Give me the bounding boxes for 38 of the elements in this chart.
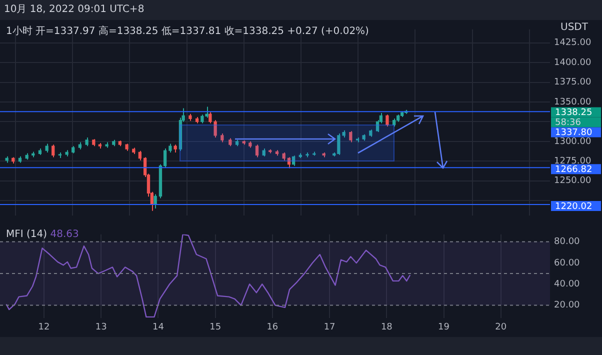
candlestick	[386, 114, 389, 127]
chart-subtitle: 1小时 开=1337.97 高=1338.25 低=1337.81 收=1338.25 +0.27 (+0.02%)	[6, 24, 369, 38]
y-tick-label: 1375.00	[554, 78, 592, 88]
x-tick-label: 12	[38, 322, 50, 333]
ref-line-label: 1220.02	[555, 202, 592, 212]
series-label: MFI (14)	[6, 229, 48, 240]
y-tick-label: 20.00	[554, 300, 580, 311]
candlestick	[292, 155, 296, 166]
y-tick-label: 60.00	[554, 258, 580, 268]
x-tick-label: 16	[266, 322, 278, 333]
candlestick	[349, 130, 352, 143]
candlestick	[287, 156, 291, 169]
y-tick-label: 1400.00	[554, 58, 592, 68]
chart-title: 10月 18, 2022 09:01 UTC+8	[0, 0, 602, 20]
candlestick	[255, 144, 259, 158]
y-tick-label: 1250.00	[554, 176, 592, 186]
y-tick-label: 80.00	[554, 237, 580, 248]
text: 58:36	[555, 118, 582, 128]
x-tick-label: 14	[152, 322, 164, 333]
y-tick-label: 1425.00	[554, 38, 592, 48]
x-tick-label: 17	[324, 322, 336, 333]
candlestick	[376, 120, 380, 132]
y-axis-title: USDT	[560, 22, 588, 33]
x-tick-label: 20	[495, 322, 507, 333]
candlestick	[138, 150, 142, 161]
annotation: 48.63	[50, 229, 79, 240]
y-tick-label: 1300.00	[554, 136, 592, 147]
candlestick	[52, 144, 55, 158]
x-tick-label: 15	[210, 322, 222, 333]
y-tick-label: 40.00	[554, 279, 580, 290]
ref-line-label: 1337.80	[555, 128, 592, 138]
text: 1338.25	[555, 108, 592, 118]
ref-line-label: 1266.82	[555, 164, 592, 175]
x-tick-label: 19	[438, 322, 450, 333]
candlestick	[154, 194, 157, 209]
x-tick-label: 13	[95, 322, 107, 333]
y-tick-label: 1350.00	[554, 97, 592, 108]
x-tick-label: 18	[380, 322, 393, 333]
